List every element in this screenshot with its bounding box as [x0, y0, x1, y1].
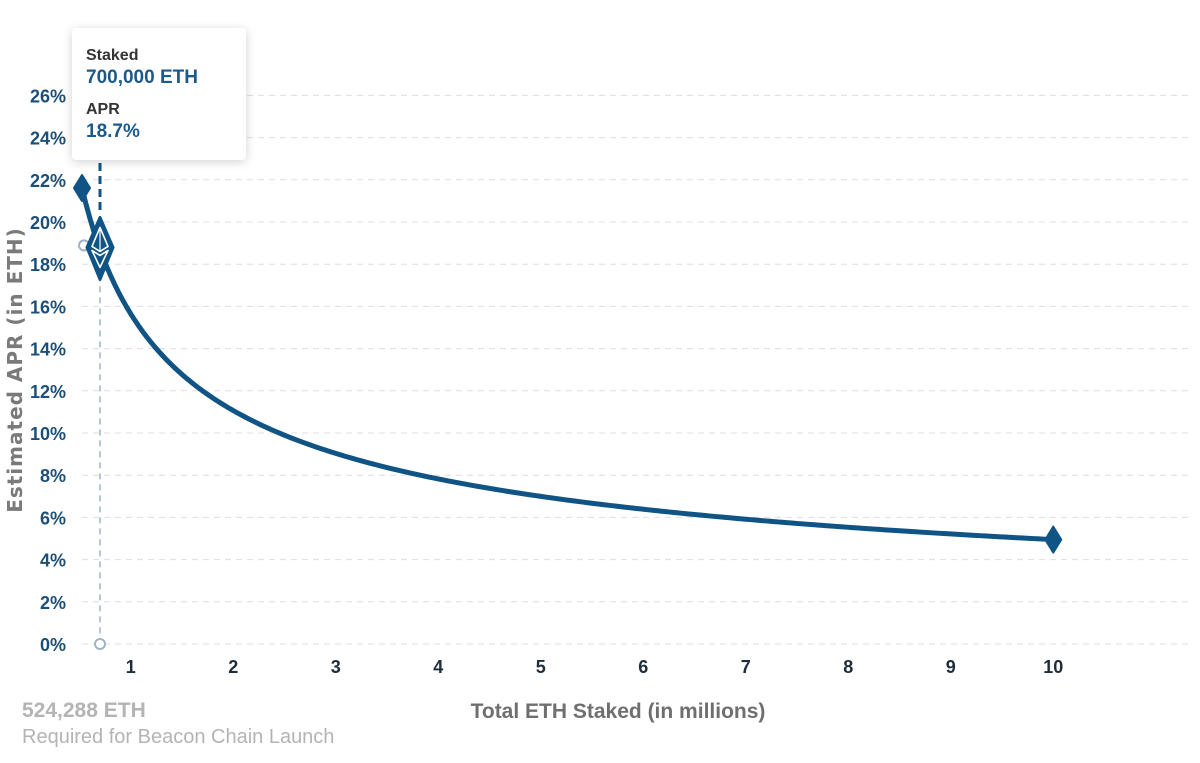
launch-caption: Required for Beacon Chain Launch	[22, 726, 335, 748]
x-axis-label: Total ETH Staked (in millions)	[471, 700, 766, 723]
y-axis-label: Estimated APR (in ETH)	[3, 227, 27, 513]
x-tick-label: 1	[126, 657, 136, 677]
x-tick-label: 7	[741, 657, 751, 677]
apr-curve-line	[79, 185, 1056, 543]
apr-curve-series	[79, 185, 1056, 543]
y-tick-label: 26%	[30, 86, 66, 106]
y-tick-label: 0%	[40, 635, 66, 655]
y-tick-label: 2%	[40, 593, 66, 613]
x-tick-label: 3	[331, 657, 341, 677]
y-tick-label: 20%	[30, 213, 66, 233]
guide-origin-x-dot	[94, 638, 107, 650]
y-tick-label: 12%	[30, 382, 66, 402]
point-markers[interactable]	[73, 174, 1063, 554]
x-tick-label: 4	[433, 657, 443, 677]
y-tick-label: 6%	[40, 508, 66, 528]
y-tick-label: 22%	[30, 171, 66, 191]
y-axis-ticks: 0% 2% 4% 6% 8% 10% 12% 14% 16% 18% 20% 22% 24% 26%	[30, 86, 66, 655]
x-tick-label: 9	[946, 657, 956, 677]
launch-amount: 524,288 ETH	[22, 699, 146, 722]
y-tick-label: 10%	[30, 424, 66, 444]
x-tick-label: 5	[536, 657, 546, 677]
x-axis-ticks: 1 2 3 4 5 6 7 8 9 10	[126, 657, 1064, 677]
grid-lines	[82, 94, 1192, 645]
y-tick-label: 16%	[30, 297, 66, 317]
beacon-launch-note: 524,288 ETH Required for Beacon Chain La…	[22, 698, 334, 750]
y-tick-label: 14%	[30, 340, 66, 360]
y-tick-label: 4%	[40, 551, 66, 571]
x-tick-label: 8	[843, 657, 853, 677]
ethereum-diamond-icon[interactable]	[85, 215, 115, 281]
point-tooltip: Staked 700,000 ETH APR 18.7%	[72, 28, 246, 160]
y-tick-label: 18%	[30, 255, 66, 275]
selection-guides	[78, 150, 107, 650]
tooltip-apr-label: APR	[86, 101, 120, 118]
start-point-marker[interactable]	[73, 174, 91, 203]
x-tick-label: 2	[228, 657, 238, 677]
x-tick-label: 10	[1043, 657, 1063, 677]
tooltip-apr-value: 18.7%	[86, 121, 140, 142]
y-tick-label: 8%	[40, 466, 66, 486]
end-point-marker[interactable]	[1044, 525, 1063, 554]
x-tick-label: 6	[638, 657, 648, 677]
tooltip-staked-value: 700,000 ETH	[86, 67, 198, 88]
y-tick-label: 24%	[30, 129, 66, 149]
tooltip-staked-label: Staked	[86, 47, 139, 64]
eth-glyph-bottom	[91, 249, 109, 269]
